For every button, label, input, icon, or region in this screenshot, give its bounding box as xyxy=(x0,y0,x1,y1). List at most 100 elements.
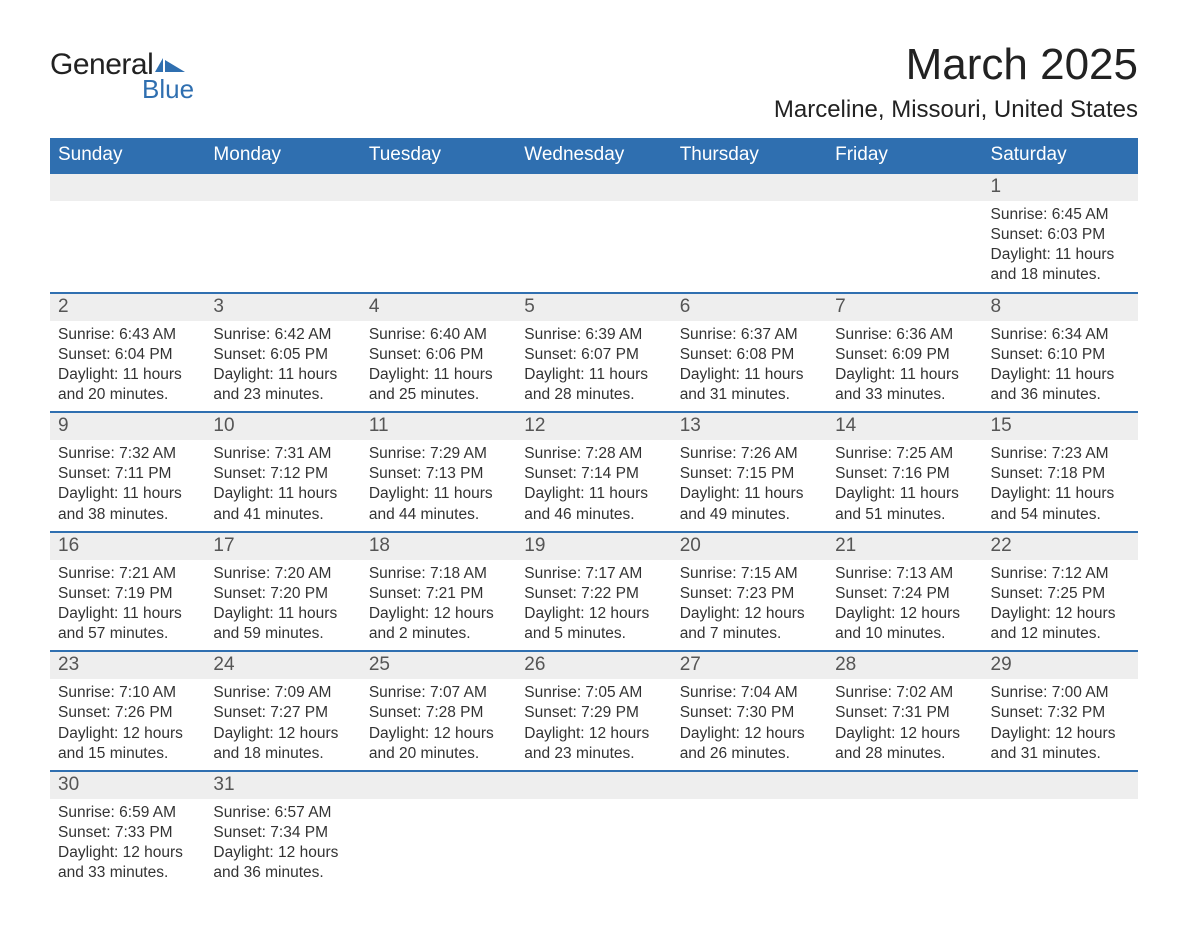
day-number xyxy=(50,174,205,201)
weekday-header: Thursday xyxy=(672,138,827,174)
day-daylight2: and 33 minutes. xyxy=(835,385,974,405)
calendar-day-cell: 8Sunrise: 6:34 AMSunset: 6:10 PMDaylight… xyxy=(983,293,1138,413)
day-sunrise: Sunrise: 6:37 AM xyxy=(680,325,819,345)
weekday-header: Sunday xyxy=(50,138,205,174)
day-daylight2: and 31 minutes. xyxy=(991,744,1130,764)
day-number: 27 xyxy=(672,652,827,679)
day-sunrise: Sunrise: 7:02 AM xyxy=(835,683,974,703)
day-details: Sunrise: 7:28 AMSunset: 7:14 PMDaylight:… xyxy=(516,440,671,531)
day-details xyxy=(672,201,827,277)
day-number xyxy=(827,174,982,201)
day-daylight1: Daylight: 11 hours xyxy=(524,365,663,385)
day-sunrise: Sunrise: 7:05 AM xyxy=(524,683,663,703)
day-daylight1: Daylight: 11 hours xyxy=(369,484,508,504)
day-daylight1: Daylight: 11 hours xyxy=(58,365,197,385)
day-details xyxy=(827,799,982,875)
calendar-day-cell: 27Sunrise: 7:04 AMSunset: 7:30 PMDayligh… xyxy=(672,651,827,771)
calendar-day-cell xyxy=(827,771,982,890)
calendar-day-cell xyxy=(205,174,360,293)
day-details: Sunrise: 6:34 AMSunset: 6:10 PMDaylight:… xyxy=(983,321,1138,412)
day-number: 28 xyxy=(827,652,982,679)
day-number: 19 xyxy=(516,533,671,560)
day-sunrise: Sunrise: 6:34 AM xyxy=(991,325,1130,345)
day-daylight2: and 20 minutes. xyxy=(369,744,508,764)
calendar-day-cell: 23Sunrise: 7:10 AMSunset: 7:26 PMDayligh… xyxy=(50,651,205,771)
weekday-header: Tuesday xyxy=(361,138,516,174)
day-sunset: Sunset: 7:20 PM xyxy=(213,584,352,604)
day-sunset: Sunset: 7:19 PM xyxy=(58,584,197,604)
calendar-day-cell: 25Sunrise: 7:07 AMSunset: 7:28 PMDayligh… xyxy=(361,651,516,771)
calendar-day-cell xyxy=(672,771,827,890)
calendar-week-row: 1Sunrise: 6:45 AMSunset: 6:03 PMDaylight… xyxy=(50,174,1138,293)
day-sunset: Sunset: 6:05 PM xyxy=(213,345,352,365)
day-daylight1: Daylight: 11 hours xyxy=(369,365,508,385)
calendar-day-cell: 17Sunrise: 7:20 AMSunset: 7:20 PMDayligh… xyxy=(205,532,360,652)
day-number: 4 xyxy=(361,294,516,321)
day-sunrise: Sunrise: 6:45 AM xyxy=(991,205,1130,225)
day-number: 12 xyxy=(516,413,671,440)
day-sunset: Sunset: 7:14 PM xyxy=(524,464,663,484)
day-sunset: Sunset: 7:18 PM xyxy=(991,464,1130,484)
calendar-week-row: 16Sunrise: 7:21 AMSunset: 7:19 PMDayligh… xyxy=(50,532,1138,652)
day-details xyxy=(205,201,360,277)
day-details: Sunrise: 7:23 AMSunset: 7:18 PMDaylight:… xyxy=(983,440,1138,531)
day-number: 17 xyxy=(205,533,360,560)
day-details xyxy=(361,799,516,875)
day-daylight2: and 2 minutes. xyxy=(369,624,508,644)
calendar-day-cell: 7Sunrise: 6:36 AMSunset: 6:09 PMDaylight… xyxy=(827,293,982,413)
day-sunrise: Sunrise: 7:32 AM xyxy=(58,444,197,464)
day-daylight2: and 18 minutes. xyxy=(991,265,1130,285)
day-daylight1: Daylight: 11 hours xyxy=(524,484,663,504)
day-number: 20 xyxy=(672,533,827,560)
day-daylight1: Daylight: 11 hours xyxy=(991,245,1130,265)
calendar-day-cell: 5Sunrise: 6:39 AMSunset: 6:07 PMDaylight… xyxy=(516,293,671,413)
day-details xyxy=(983,799,1138,875)
calendar-week-row: 2Sunrise: 6:43 AMSunset: 6:04 PMDaylight… xyxy=(50,293,1138,413)
calendar-day-cell xyxy=(50,174,205,293)
day-daylight2: and 36 minutes. xyxy=(213,863,352,883)
day-sunset: Sunset: 7:33 PM xyxy=(58,823,197,843)
day-sunrise: Sunrise: 7:00 AM xyxy=(991,683,1130,703)
day-details: Sunrise: 6:59 AMSunset: 7:33 PMDaylight:… xyxy=(50,799,205,890)
flag-icon xyxy=(155,54,185,74)
day-daylight1: Daylight: 12 hours xyxy=(680,604,819,624)
day-sunrise: Sunrise: 7:10 AM xyxy=(58,683,197,703)
day-daylight2: and 57 minutes. xyxy=(58,624,197,644)
day-daylight2: and 26 minutes. xyxy=(680,744,819,764)
day-daylight2: and 25 minutes. xyxy=(369,385,508,405)
day-details: Sunrise: 7:25 AMSunset: 7:16 PMDaylight:… xyxy=(827,440,982,531)
day-number: 13 xyxy=(672,413,827,440)
calendar-day-cell xyxy=(516,174,671,293)
day-sunrise: Sunrise: 7:18 AM xyxy=(369,564,508,584)
day-number: 29 xyxy=(983,652,1138,679)
day-daylight1: Daylight: 12 hours xyxy=(991,604,1130,624)
day-sunset: Sunset: 7:31 PM xyxy=(835,703,974,723)
day-details: Sunrise: 6:37 AMSunset: 6:08 PMDaylight:… xyxy=(672,321,827,412)
calendar-day-cell xyxy=(516,771,671,890)
logo-text-blue: Blue xyxy=(142,76,194,102)
day-sunset: Sunset: 7:12 PM xyxy=(213,464,352,484)
day-daylight1: Daylight: 12 hours xyxy=(369,604,508,624)
calendar-day-cell: 3Sunrise: 6:42 AMSunset: 6:05 PMDaylight… xyxy=(205,293,360,413)
day-number: 21 xyxy=(827,533,982,560)
calendar-day-cell: 15Sunrise: 7:23 AMSunset: 7:18 PMDayligh… xyxy=(983,412,1138,532)
day-sunset: Sunset: 7:26 PM xyxy=(58,703,197,723)
day-details: Sunrise: 6:36 AMSunset: 6:09 PMDaylight:… xyxy=(827,321,982,412)
day-number: 18 xyxy=(361,533,516,560)
day-daylight1: Daylight: 12 hours xyxy=(991,724,1130,744)
day-sunset: Sunset: 6:09 PM xyxy=(835,345,974,365)
calendar-day-cell: 2Sunrise: 6:43 AMSunset: 6:04 PMDaylight… xyxy=(50,293,205,413)
day-sunset: Sunset: 7:29 PM xyxy=(524,703,663,723)
day-details xyxy=(50,201,205,277)
day-number xyxy=(361,174,516,201)
day-details: Sunrise: 7:20 AMSunset: 7:20 PMDaylight:… xyxy=(205,560,360,651)
calendar-day-cell xyxy=(672,174,827,293)
calendar-day-cell: 31Sunrise: 6:57 AMSunset: 7:34 PMDayligh… xyxy=(205,771,360,890)
day-number: 23 xyxy=(50,652,205,679)
calendar-week-row: 9Sunrise: 7:32 AMSunset: 7:11 PMDaylight… xyxy=(50,412,1138,532)
day-daylight1: Daylight: 12 hours xyxy=(213,843,352,863)
day-number: 9 xyxy=(50,413,205,440)
day-daylight1: Daylight: 11 hours xyxy=(213,604,352,624)
calendar-day-cell: 30Sunrise: 6:59 AMSunset: 7:33 PMDayligh… xyxy=(50,771,205,890)
day-details xyxy=(516,799,671,875)
